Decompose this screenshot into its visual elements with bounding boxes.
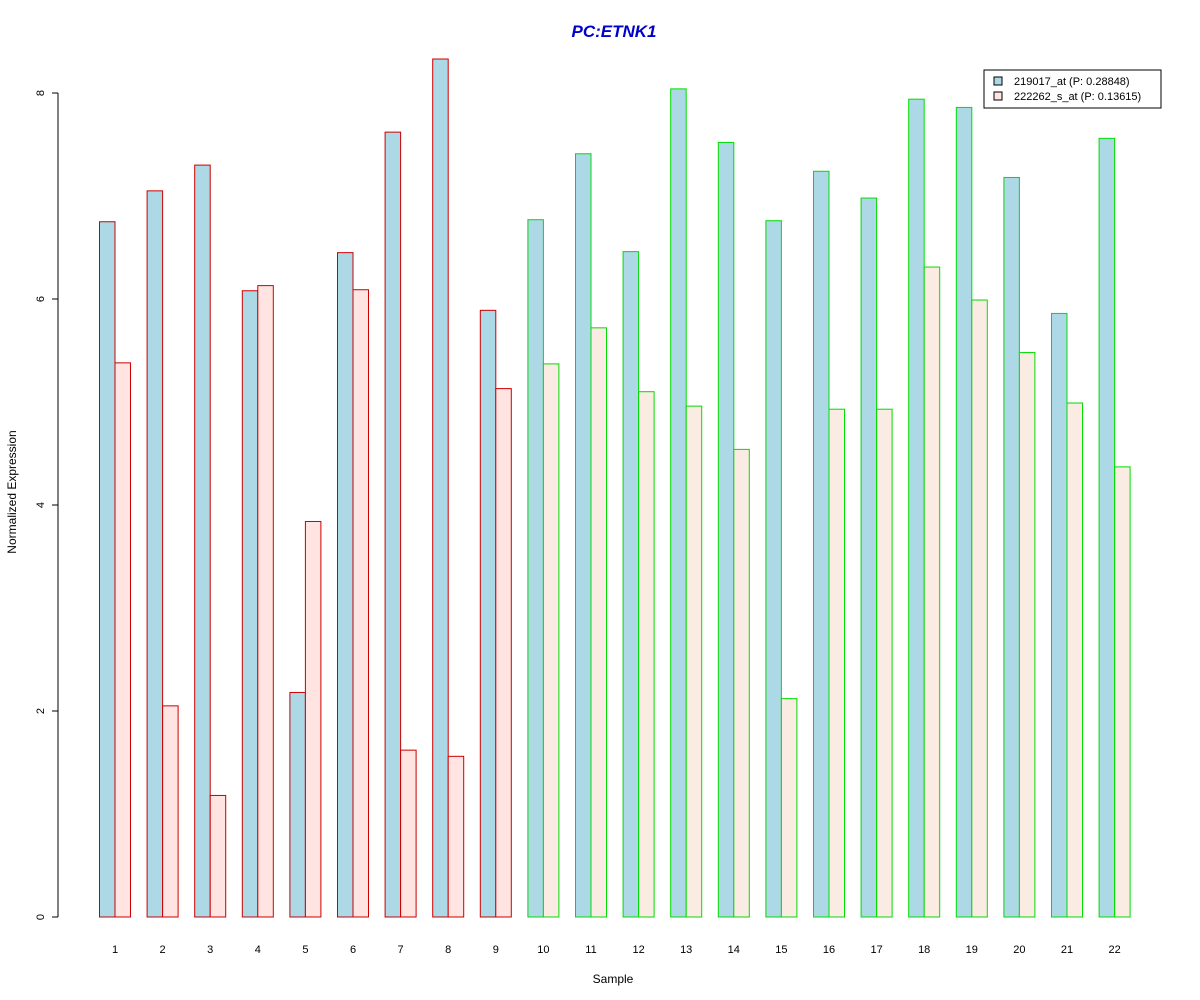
- bar-219017-at: [479, 309, 497, 918]
- bar-222262-s-at: [352, 289, 369, 918]
- x-tick-label: 17: [870, 944, 882, 956]
- bar-222262-s-at: [495, 388, 512, 918]
- bar-222262-s-at: [209, 794, 227, 918]
- y-tick-label: 6: [35, 296, 47, 302]
- bar-219017-at: [1098, 137, 1116, 918]
- bar-219017-at: [289, 691, 306, 918]
- bar-222262-s-at: [638, 391, 655, 918]
- bar-219017-at: [670, 88, 687, 918]
- x-tick-label: 12: [632, 944, 644, 956]
- bar-219017-at: [337, 252, 354, 918]
- bar-219017-at: [765, 220, 782, 918]
- bar-219017-at: [384, 131, 402, 918]
- bar-222262-s-at: [590, 327, 607, 918]
- bar-222262-s-at: [876, 408, 893, 918]
- x-tick-label: 20: [1013, 944, 1025, 956]
- y-tick-label: 0: [35, 914, 47, 920]
- bar-222262-s-at: [1066, 402, 1083, 918]
- bar-222262-s-at: [542, 363, 560, 918]
- bar-222262-s-at: [162, 705, 179, 918]
- bar-219017-at: [908, 98, 925, 918]
- x-axis-label: Sample: [593, 972, 634, 986]
- bar-222262-s-at: [971, 299, 988, 918]
- y-axis: 0 2 4 6 8: [35, 90, 59, 920]
- bar-219017-at: [813, 170, 830, 918]
- bar-222262-s-at: [1018, 352, 1036, 918]
- x-tick-labels: 1 2 3 4 5 6 7 8 9 10 11 12 13 14 15 16 17 18 19 20 21 22: [112, 944, 1121, 956]
- x-tick-label: 10: [537, 944, 549, 956]
- y-axis-label: Normalized Expression: [5, 430, 19, 553]
- bar-222262-s-at: [304, 520, 322, 918]
- bar-219017-at: [241, 290, 259, 918]
- legend-box: [983, 69, 1162, 109]
- bar-219017-at: [1003, 176, 1020, 918]
- y-tick-label: 4: [35, 502, 47, 508]
- y-tick-label: 2: [35, 708, 47, 714]
- x-tick-label: 4: [255, 944, 261, 956]
- x-tick-label: 2: [160, 944, 166, 956]
- bar-222262-s-at: [1114, 466, 1131, 918]
- bar-219017-at: [622, 251, 640, 918]
- chart-title: PC:ETNK1: [571, 22, 656, 41]
- bar-222262-s-at: [114, 362, 131, 918]
- x-tick-label: 1: [112, 944, 118, 956]
- bar-219017-at: [99, 221, 116, 918]
- bar-219017-at: [1051, 312, 1068, 918]
- bar-219017-at: [717, 141, 735, 918]
- bar-222262-s-at: [447, 755, 465, 918]
- legend: 219017_at (P: 0.28848) 222262_s_at (P: 0.…: [983, 69, 1162, 109]
- legend-swatch: [993, 76, 1003, 86]
- bar-222262-s-at: [828, 408, 845, 918]
- x-tick-label: 14: [728, 944, 740, 956]
- legend-swatch: [993, 91, 1003, 101]
- x-tick-label: 11: [585, 944, 596, 956]
- legend-entry-label: 222262_s_at (P: 0.13615): [1014, 91, 1141, 103]
- y-tick-label: 8: [35, 90, 47, 96]
- bar-222262-s-at: [400, 749, 417, 918]
- x-tick-label: 5: [302, 944, 308, 956]
- x-tick-label: 16: [823, 944, 835, 956]
- bar-222262-s-at: [685, 405, 703, 918]
- bar-219017-at: [194, 164, 211, 918]
- bar-219017-at: [860, 197, 878, 918]
- x-tick-label: 22: [1108, 944, 1120, 956]
- x-tick-label: 15: [775, 944, 787, 956]
- x-tick-label: 8: [445, 944, 451, 956]
- bars-group: [99, 58, 1131, 918]
- x-tick-label: 19: [966, 944, 978, 956]
- x-tick-label: 13: [680, 944, 692, 956]
- bar-219017-at: [527, 219, 544, 918]
- bar-219017-at: [955, 106, 973, 918]
- x-tick-label: 7: [398, 944, 404, 956]
- x-tick-label: 9: [493, 944, 499, 956]
- legend-entry-label: 219017_at (P: 0.28848): [1014, 76, 1130, 88]
- x-tick-label: 18: [918, 944, 930, 956]
- bar-222262-s-at: [257, 285, 274, 918]
- x-tick-label: 6: [350, 944, 356, 956]
- bar-222262-s-at: [923, 266, 941, 918]
- bar-222262-s-at: [733, 448, 750, 918]
- bar-222262-s-at: [780, 698, 798, 918]
- bar-219017-at: [575, 153, 592, 918]
- bar-219017-at: [146, 190, 164, 918]
- bar-219017-at: [432, 58, 449, 918]
- x-tick-label: 3: [207, 944, 213, 956]
- x-tick-label: 21: [1061, 944, 1073, 956]
